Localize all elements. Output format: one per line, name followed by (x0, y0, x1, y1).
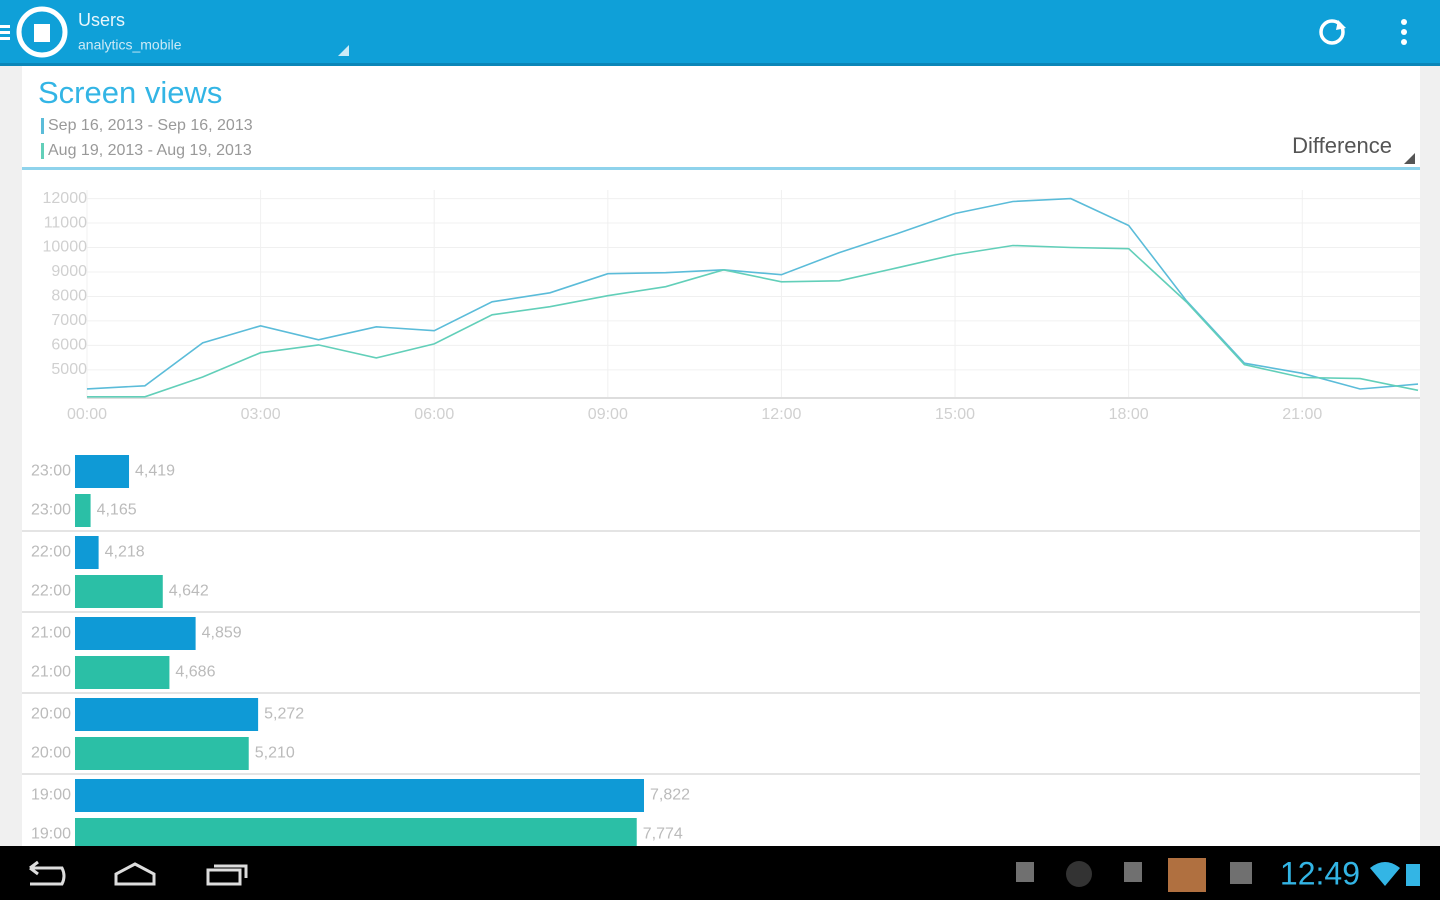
legend-swatch (41, 143, 44, 159)
row-label: 20:00 (31, 706, 71, 723)
divider (22, 167, 1420, 170)
compare-mode[interactable]: Difference (1292, 133, 1392, 158)
legend-label: Sep 16, 2013 - Sep 16, 2013 (48, 117, 253, 134)
x-tick-label: 00:00 (67, 406, 107, 423)
recents-button[interactable] (206, 864, 248, 886)
clock: 12:49 (1280, 855, 1360, 891)
bar (75, 617, 196, 650)
legend-swatch (41, 118, 44, 134)
refresh-button[interactable] (1319, 19, 1346, 45)
line-series (87, 244, 1419, 398)
bar-value-label: 4,419 (135, 463, 175, 480)
bar-value-label: 4,165 (97, 502, 137, 519)
bar-value-label: 4,686 (175, 664, 215, 681)
row-label: 22:00 (31, 583, 71, 600)
y-tick-label: 7000 (51, 312, 87, 329)
bar (75, 818, 637, 851)
app-bar-subtitle[interactable]: analytics_mobile (78, 37, 182, 53)
notification-icons (1016, 858, 1252, 892)
y-tick-label: 5000 (51, 361, 87, 378)
row-label: 19:00 (31, 826, 71, 843)
dropdown-indicator (1404, 153, 1415, 164)
app-logo-mark (34, 24, 50, 42)
bar (75, 698, 259, 731)
x-tick-label: 03:00 (241, 406, 281, 423)
row-label: 19:00 (31, 787, 71, 804)
content: Sep 16, 2013 - Sep 16, 2013 Aug 19, 2013 … (22, 117, 1420, 856)
row-label: 21:00 (31, 664, 71, 681)
bar (75, 455, 130, 488)
x-tick-label: 15:00 (935, 406, 975, 423)
y-tick-label: 12000 (43, 190, 88, 207)
bar (75, 494, 91, 527)
x-tick-label: 21:00 (1282, 406, 1322, 423)
back-button[interactable] (29, 860, 66, 886)
y-tick-label: 6000 (51, 337, 87, 354)
bar-value-label: 5,210 (255, 745, 295, 762)
y-tick-label: 9000 (51, 263, 87, 280)
y-tick-label: 10000 (43, 239, 88, 256)
bar (75, 575, 163, 608)
bar (75, 536, 99, 569)
wifi-icon (1370, 862, 1400, 886)
home-button[interactable] (114, 862, 156, 886)
battery-icon (1406, 864, 1420, 886)
bar-value-label: 7,774 (643, 826, 683, 843)
y-tick-label: 11000 (44, 214, 87, 231)
content-card (22, 64, 1420, 854)
system-bar (0, 846, 1440, 900)
row-label: 22:00 (31, 544, 71, 561)
overflow-menu[interactable] (1401, 19, 1407, 45)
bar-value-label: 4,642 (169, 583, 209, 600)
line-series (86, 197, 1419, 390)
menu-icon[interactable] (0, 25, 10, 40)
legend-label: Aug 19, 2013 - Aug 19, 2013 (48, 142, 252, 159)
app-bar-title[interactable]: Users (78, 10, 125, 30)
x-tick-label: 18:00 (1109, 406, 1149, 423)
x-tick-label: 06:00 (414, 406, 454, 423)
app-bar (0, 0, 1440, 63)
x-tick-label: 09:00 (588, 406, 628, 423)
row-label: 23:00 (31, 502, 71, 519)
app-bar-shadow (0, 63, 1440, 66)
account-dropdown[interactable] (338, 45, 349, 56)
bar-value-label: 7,822 (650, 787, 690, 804)
bar-value-label: 4,218 (105, 544, 145, 561)
bar (75, 656, 170, 689)
bar (75, 737, 249, 770)
x-tick-label: 12:00 (761, 406, 801, 423)
bar (75, 779, 644, 812)
row-label: 20:00 (31, 745, 71, 762)
row-label: 21:00 (31, 625, 71, 642)
bar-value-label: 4,859 (202, 625, 242, 642)
app-logo[interactable] (16, 6, 68, 58)
y-tick-label: 8000 (51, 288, 87, 305)
bar-value-label: 5,272 (264, 706, 304, 723)
chart-title: Screen views (38, 75, 222, 110)
row-label: 23:00 (31, 463, 71, 480)
